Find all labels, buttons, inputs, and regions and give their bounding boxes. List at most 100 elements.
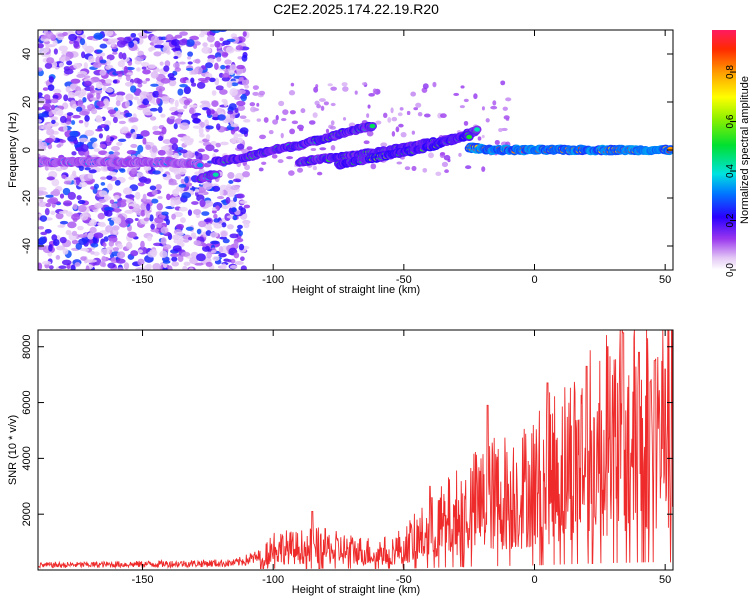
noise-blob	[244, 84, 250, 89]
chart-title: C2E2.2025.174.22.19.R20	[273, 1, 439, 17]
noise-blob	[147, 235, 152, 242]
noise-blob	[100, 123, 107, 129]
noise-blob	[501, 127, 508, 132]
noise-blob	[68, 33, 78, 42]
noise-blob	[224, 59, 232, 65]
noise-blob	[173, 170, 180, 175]
noise-blob	[146, 203, 151, 211]
noise-blob	[415, 102, 422, 108]
y-tick-label: 4000	[21, 446, 33, 470]
noise-blob	[71, 151, 77, 156]
noise-blob	[147, 94, 153, 102]
noise-blob	[38, 113, 48, 118]
noise-blob	[190, 77, 195, 84]
noise-blob	[256, 102, 260, 107]
noise-blob	[130, 143, 138, 149]
noise-blob	[144, 112, 153, 116]
noise-blob	[282, 109, 289, 116]
noise-blob	[71, 213, 81, 221]
noise-blob	[178, 39, 188, 46]
noise-blob	[106, 134, 111, 143]
noise-blob	[236, 193, 245, 199]
noise-blob	[122, 187, 133, 195]
noise-blob	[59, 115, 67, 123]
noise-blob	[45, 194, 54, 198]
noise-blob	[150, 83, 159, 87]
noise-blob	[192, 43, 198, 49]
noise-blob	[161, 95, 171, 102]
noise-blob	[238, 243, 245, 251]
noise-blob	[259, 134, 267, 140]
noise-blob	[188, 236, 193, 241]
noise-blob	[116, 141, 123, 146]
noise-blob	[136, 135, 144, 140]
noise-blob	[286, 156, 294, 160]
noise-blob	[236, 105, 246, 111]
noise-blob	[66, 112, 74, 116]
noise-blob	[184, 176, 189, 184]
noise-blob	[151, 198, 159, 204]
noise-blob	[115, 217, 122, 225]
noise-blob	[149, 107, 159, 112]
noise-blob	[244, 164, 251, 171]
noise-blob	[191, 201, 199, 205]
y-tick-label: 6000	[21, 390, 33, 414]
noise-blob	[221, 98, 227, 103]
spectrogram-y-ticks: -40 -20 0 20 40	[21, 48, 673, 254]
x-tick-label: -150	[132, 274, 154, 286]
noise-blob	[235, 89, 246, 95]
noise-blob	[447, 158, 451, 163]
noise-blob	[50, 98, 59, 104]
noise-blob	[87, 55, 95, 63]
noise-blob	[55, 212, 64, 220]
noise-blob	[38, 141, 44, 148]
noise-blob	[112, 247, 119, 252]
noise-blob	[162, 139, 172, 145]
noise-blob	[243, 204, 251, 209]
noise-blob	[289, 110, 296, 115]
noise-blob	[168, 78, 177, 87]
noise-blob	[229, 117, 234, 125]
noise-blob	[160, 237, 167, 245]
noise-blob	[142, 193, 147, 202]
noise-blob	[46, 176, 55, 181]
noise-blob	[55, 167, 63, 172]
noise-blob	[196, 228, 202, 235]
noise-blob	[226, 224, 234, 230]
ridge-blob	[667, 146, 673, 152]
noise-blob	[41, 124, 51, 131]
noise-blob	[65, 121, 72, 125]
noise-blob	[218, 246, 224, 253]
noise-blob	[75, 242, 83, 250]
noise-blob	[206, 251, 212, 259]
noise-blob	[44, 208, 50, 216]
noise-blob	[149, 185, 157, 191]
noise-blob	[217, 114, 226, 121]
noise-blob	[142, 137, 147, 145]
noise-blob	[66, 60, 73, 66]
noise-blob	[323, 101, 329, 106]
noise-blob	[165, 150, 174, 156]
noise-blob	[498, 128, 503, 133]
noise-blob	[240, 265, 247, 270]
noise-blob	[45, 44, 50, 53]
noise-blob	[61, 174, 67, 179]
noise-blob	[48, 244, 53, 252]
noise-blob	[128, 117, 139, 123]
noise-blob	[435, 171, 442, 176]
noise-blob	[157, 135, 164, 141]
noise-blob	[231, 207, 237, 213]
noise-blob	[93, 32, 103, 40]
noise-blob	[51, 119, 56, 124]
noise-blob	[71, 230, 78, 236]
noise-blob	[216, 195, 225, 200]
noise-blob	[74, 90, 84, 97]
noise-blob	[366, 130, 374, 137]
noise-blob	[201, 211, 210, 216]
noise-blob	[481, 106, 485, 111]
noise-blob	[44, 137, 54, 143]
noise-blob	[150, 71, 159, 79]
noise-blob	[150, 223, 155, 230]
noise-blob	[171, 143, 179, 151]
noise-blob	[193, 240, 202, 246]
